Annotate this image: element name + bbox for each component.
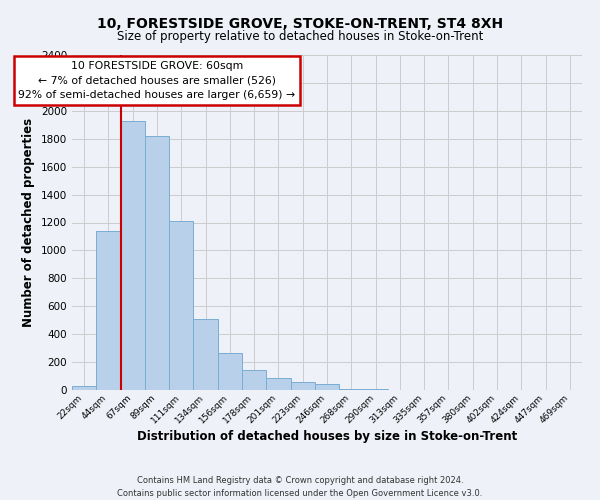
Bar: [266, 378, 290, 390]
Bar: [193, 319, 218, 390]
Bar: [290, 382, 315, 390]
Bar: [242, 370, 266, 390]
Text: 10, FORESTSIDE GROVE, STOKE-ON-TRENT, ST4 8XH: 10, FORESTSIDE GROVE, STOKE-ON-TRENT, ST…: [97, 18, 503, 32]
Bar: [339, 389, 364, 390]
X-axis label: Distribution of detached houses by size in Stoke-on-Trent: Distribution of detached houses by size …: [137, 430, 517, 444]
Text: Contains HM Land Registry data © Crown copyright and database right 2024.
Contai: Contains HM Land Registry data © Crown c…: [118, 476, 482, 498]
Bar: [169, 221, 193, 390]
Bar: [315, 384, 339, 390]
Text: Size of property relative to detached houses in Stoke-on-Trent: Size of property relative to detached ho…: [117, 30, 483, 43]
Bar: [364, 388, 388, 390]
Text: 10 FORESTSIDE GROVE: 60sqm
← 7% of detached houses are smaller (526)
92% of semi: 10 FORESTSIDE GROVE: 60sqm ← 7% of detac…: [19, 60, 296, 100]
Bar: [72, 386, 96, 390]
Bar: [218, 353, 242, 390]
Bar: [145, 136, 169, 390]
Bar: [96, 231, 121, 390]
Bar: [121, 120, 145, 390]
Y-axis label: Number of detached properties: Number of detached properties: [22, 118, 35, 327]
